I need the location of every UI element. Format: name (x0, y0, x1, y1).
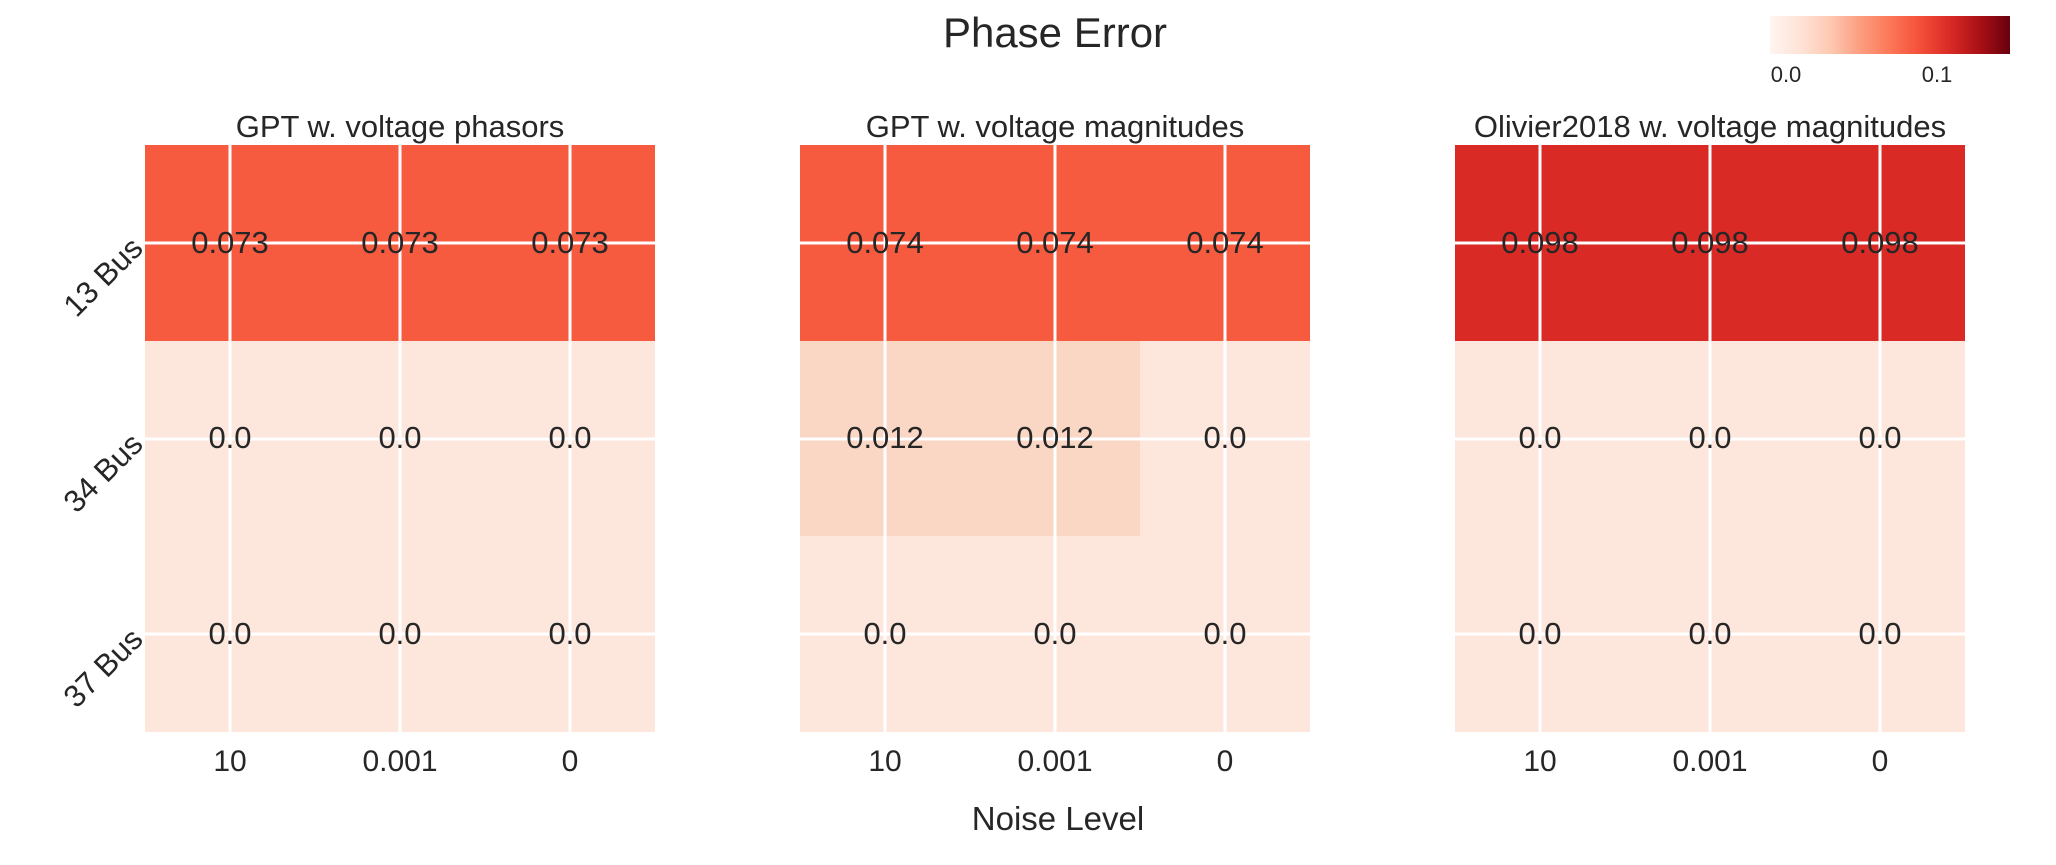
colorbar-tick-label: 0.0 (1770, 62, 1802, 87)
y-tick-label: 37 Bus (57, 621, 151, 715)
x-tick-label: 10 (213, 745, 247, 778)
whitegrid-lines (1455, 145, 1965, 732)
x-tick-label: 10 (1523, 745, 1557, 778)
gridline-horizontal (1455, 437, 1965, 440)
cell-value: 0.0 (1033, 616, 1077, 652)
subplot-title: Olivier2018 w. voltage magnitudes (1473, 109, 1947, 145)
cell-annotations: 0.074 0.074 0.074 0.012 0.012 0.0 0.0 0.… (800, 145, 1310, 732)
x-tick-labels: 10 0.001 0 (145, 744, 655, 792)
x-axis-label: Noise Level (971, 800, 1145, 837)
y-tick-label: 13 Bus (57, 230, 151, 324)
cell-value: 0.0 (208, 616, 252, 652)
cell-value: 0.0 (1203, 420, 1247, 456)
figure-title: Phase Error (942, 9, 1168, 56)
cell-value: 0.0 (1203, 616, 1247, 652)
heatmap: 0.098 0.098 0.098 0.0 0.0 0.0 0.0 0.0 0.… (1455, 145, 1965, 732)
cell-value: 0.098 (1501, 224, 1579, 260)
cell-value: 0.0 (1518, 420, 1562, 456)
cell-annotations: 0.073 0.073 0.073 0.0 0.0 0.0 0.0 0.0 0.… (145, 145, 655, 732)
cell-value: 0.074 (1016, 224, 1094, 260)
y-tick-label: 34 Bus (57, 426, 151, 520)
cell-value: 0.073 (191, 224, 269, 260)
cell-value: 0.0 (1518, 616, 1562, 652)
gridline-horizontal (145, 241, 655, 245)
cell-value: 0.0 (378, 420, 422, 456)
x-tick-label: 0.001 (1672, 745, 1748, 778)
x-tick-label: 0 (1871, 745, 1889, 778)
subplot-title: GPT w. voltage magnitudes (865, 109, 1245, 145)
x-tick-label: 10 (868, 745, 902, 778)
gridline-horizontal (800, 241, 1310, 245)
cell-value: 0.0 (1858, 420, 1902, 456)
colorbar-gradient (1770, 16, 2010, 54)
gridline-horizontal (145, 632, 655, 636)
gridline-horizontal (1455, 632, 1965, 636)
subplot-gpt-voltage-magnitudes: GPT w. voltage magnitudes (800, 95, 1310, 792)
cell-value: 0.0 (208, 420, 252, 456)
cell-value: 0.073 (361, 224, 439, 260)
cell-value: 0.098 (1841, 224, 1919, 260)
cell-value: 0.0 (1688, 616, 1732, 652)
cell-value: 0.098 (1671, 224, 1749, 260)
cell-value: 0.0 (1688, 420, 1732, 456)
cell-value: 0.0 (378, 616, 422, 652)
subplot-gpt-voltage-phasors: GPT w. voltage phasors (145, 95, 655, 792)
gridline-horizontal (1455, 241, 1965, 245)
subplot-olivier2018-voltage-magnitudes: Olivier2018 w. voltage magnitudes (1455, 95, 1965, 792)
heatmap: 0.074 0.074 0.074 0.012 0.012 0.0 0.0 0.… (800, 145, 1310, 732)
colorbar-tick-label: 0.1 (1921, 62, 1953, 87)
whitegrid-lines (145, 145, 655, 732)
cell-value: 0.074 (1186, 224, 1264, 260)
cell-value: 0.073 (531, 224, 609, 260)
cell-value: 0.0 (548, 616, 592, 652)
x-tick-labels: 10 0.001 0 (800, 744, 1310, 792)
gridline-horizontal (145, 437, 655, 440)
subplot-title: GPT w. voltage phasors (235, 109, 565, 145)
cell-value: 0.0 (863, 616, 907, 652)
gridline-horizontal (800, 437, 1310, 440)
whitegrid-lines (800, 145, 1310, 732)
gridline-horizontal (800, 632, 1310, 636)
x-tick-label: 0 (1216, 745, 1234, 778)
cell-annotations: 0.098 0.098 0.098 0.0 0.0 0.0 0.0 0.0 0.… (1455, 145, 1965, 732)
cell-value: 0.012 (846, 420, 924, 456)
heatmap: 0.073 0.073 0.073 0.0 0.0 0.0 0.0 0.0 0.… (145, 145, 655, 732)
x-tick-label: 0.001 (362, 745, 438, 778)
cell-value: 0.074 (846, 224, 924, 260)
cell-value: 0.012 (1016, 420, 1094, 456)
cell-value: 0.0 (1858, 616, 1902, 652)
colorbar: 0.0 0.1 (1770, 16, 2010, 108)
x-tick-labels: 10 0.001 0 (1455, 744, 1965, 792)
x-tick-label: 0.001 (1017, 745, 1093, 778)
x-tick-label: 0 (561, 745, 579, 778)
cell-value: 0.0 (548, 420, 592, 456)
